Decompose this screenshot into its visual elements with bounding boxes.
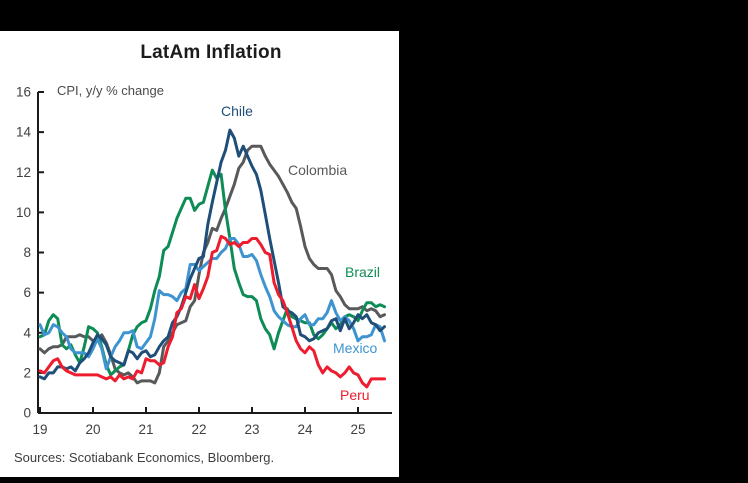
x-tick-label: 25 bbox=[350, 422, 365, 437]
x-tick-label: 23 bbox=[244, 422, 259, 437]
y-tick-label: 6 bbox=[23, 285, 31, 300]
series-label-brazil: Brazil bbox=[345, 264, 381, 280]
x-tick-label: 19 bbox=[32, 422, 47, 437]
x-tick-label: 20 bbox=[85, 422, 100, 437]
y-tick-label: 12 bbox=[16, 165, 31, 180]
x-tick-label: 21 bbox=[138, 422, 153, 437]
series-label-peru: Peru bbox=[340, 387, 370, 403]
series-label-chile: Chile bbox=[221, 103, 253, 119]
y-tick-label: 2 bbox=[23, 365, 31, 380]
y-tick-label: 0 bbox=[23, 406, 31, 421]
series-label-colombia: Colombia bbox=[288, 162, 348, 178]
series-line-peru bbox=[38, 234, 386, 389]
source-note: Sources: Scotiabank Economics, Bloomberg… bbox=[14, 450, 275, 465]
x-tick-label: 22 bbox=[191, 422, 206, 437]
y-tick-label: 14 bbox=[16, 125, 32, 140]
axis-units-label: CPI, y/y % change bbox=[57, 83, 164, 98]
series-label-mexico: Mexico bbox=[333, 340, 378, 356]
y-tick-label: 8 bbox=[23, 245, 31, 260]
series-line-chile bbox=[38, 128, 386, 381]
chart-title: LatAm Inflation bbox=[140, 42, 282, 63]
x-tick-label: 24 bbox=[297, 422, 313, 437]
chart-panel: LatAm Inflation 0 2 4 6 8 10 12 14 16 19 20 21 22 23 2… bbox=[0, 31, 399, 477]
y-tick-label: 10 bbox=[16, 205, 31, 220]
y-tick-label: 4 bbox=[23, 325, 31, 340]
y-tick-label: 16 bbox=[16, 85, 31, 100]
